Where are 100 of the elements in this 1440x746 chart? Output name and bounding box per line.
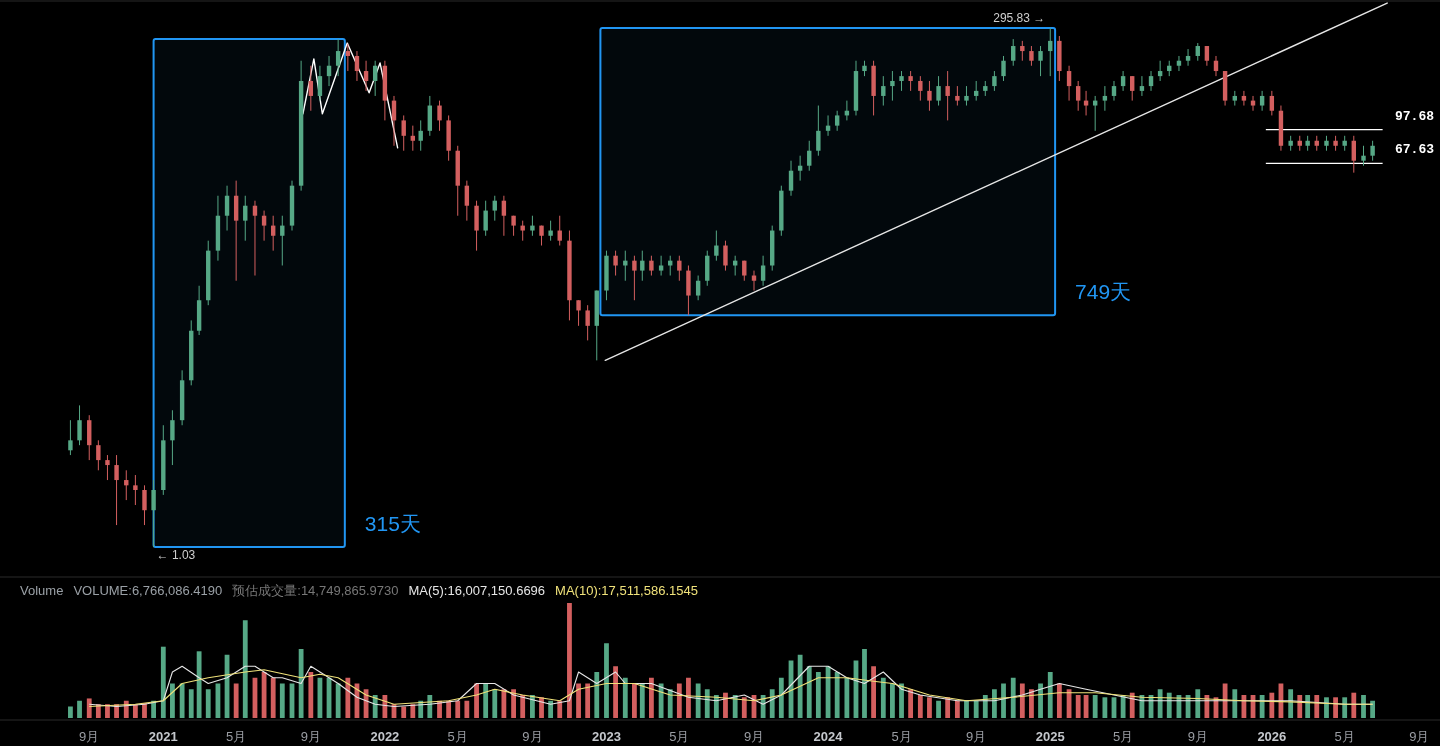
x-tick-label: 9月: [79, 729, 100, 744]
x-tick-label: 5月: [1112, 729, 1134, 744]
bar: [1269, 692, 1275, 718]
candlestick: [1185, 48, 1191, 67]
candlestick: [677, 255, 682, 282]
bar: [815, 672, 821, 718]
band-label: 315天: [364, 512, 421, 536]
x-tick-label: 5月: [226, 729, 247, 744]
bar: [834, 672, 840, 718]
candlestick: [243, 195, 248, 242]
candlestick: [714, 230, 719, 262]
bar: [1305, 695, 1311, 718]
bar: [917, 695, 923, 718]
candlestick: [1001, 55, 1006, 82]
bar: [927, 697, 932, 718]
candlestick: [576, 299, 581, 327]
x-tick-label: 9月: [300, 729, 321, 744]
bar: [676, 683, 682, 718]
bar: [604, 643, 609, 718]
bar: [1324, 697, 1329, 718]
candlestick: [1250, 95, 1256, 112]
candlestick: [261, 210, 267, 242]
bar: [298, 649, 304, 718]
bar: [1092, 695, 1098, 718]
bar: [1038, 683, 1043, 718]
candlestick: [1083, 90, 1089, 116]
x-tick-label: 9月: [743, 729, 765, 744]
x-tick-label: 5月: [891, 729, 912, 744]
bar: [1010, 677, 1016, 718]
x-tick-label: 2021: [148, 729, 178, 744]
bar: [585, 683, 591, 718]
candlestick: [1269, 90, 1275, 116]
bar: [270, 677, 276, 718]
bar: [464, 700, 470, 718]
bar: [1314, 695, 1320, 718]
bar: [686, 677, 691, 718]
bar: [455, 700, 461, 718]
candlestick: [1157, 60, 1163, 82]
candlestick: [881, 75, 886, 107]
bar: [530, 695, 535, 718]
bar: [1342, 697, 1348, 718]
bar: [713, 695, 719, 718]
bar: [890, 683, 895, 718]
x-tick-label: 2026: [1257, 729, 1287, 744]
candlestick: [410, 125, 416, 152]
bar: [1001, 683, 1006, 718]
bar: [880, 677, 886, 718]
candlestick: [1204, 45, 1210, 67]
candlestick: [788, 160, 794, 197]
candlestick: [501, 195, 507, 237]
bar: [520, 695, 526, 718]
x-tick-label: 2023: [592, 729, 621, 744]
text: MA(5):16,007,150.6696: [408, 583, 546, 598]
candlestick: [335, 38, 341, 77]
candlestick: [77, 404, 82, 446]
bar: [86, 698, 92, 718]
bar: [899, 683, 904, 718]
bar: [797, 654, 803, 718]
candlestick: [1066, 65, 1072, 102]
candlestick: [548, 220, 553, 242]
candlestick: [1176, 55, 1182, 72]
candlestick: [142, 484, 147, 526]
candlestick: [1370, 140, 1375, 162]
bar: [1351, 692, 1357, 718]
candlestick: [437, 100, 442, 132]
candlestick: [308, 65, 314, 112]
bar: [501, 689, 507, 718]
bar: [196, 651, 202, 718]
candlestick: [401, 114, 406, 152]
bar: [649, 677, 654, 718]
bar: [806, 666, 812, 718]
x-tick-label: 2022: [370, 729, 400, 744]
chart-title: Volume: [20, 583, 64, 598]
bar: [862, 649, 867, 718]
candlestick: [133, 474, 138, 506]
bar: [936, 700, 941, 718]
bar: [179, 683, 185, 718]
candlestick: [585, 304, 590, 341]
candlestick: [834, 110, 840, 132]
bar: [160, 646, 166, 718]
bar: [908, 689, 914, 718]
bar: [844, 677, 850, 718]
bar: [1333, 697, 1338, 718]
bar: [1259, 695, 1265, 718]
candlestick: [816, 105, 821, 157]
candlestick: [992, 70, 997, 92]
candlestick: [936, 75, 941, 107]
bar: [567, 603, 572, 718]
x-tick-label: 9月: [966, 729, 987, 744]
bar: [639, 683, 645, 718]
x-tick-label: 2024: [813, 729, 844, 744]
candlestick: [1092, 95, 1098, 132]
bar: [1102, 697, 1108, 718]
bar: [658, 683, 664, 718]
candlestick: [899, 70, 904, 92]
candlestick: [317, 65, 323, 102]
bar: [77, 700, 82, 718]
x-tick-label: 9月: [1409, 729, 1430, 744]
bar: [1361, 695, 1366, 718]
bar: [1297, 695, 1303, 718]
